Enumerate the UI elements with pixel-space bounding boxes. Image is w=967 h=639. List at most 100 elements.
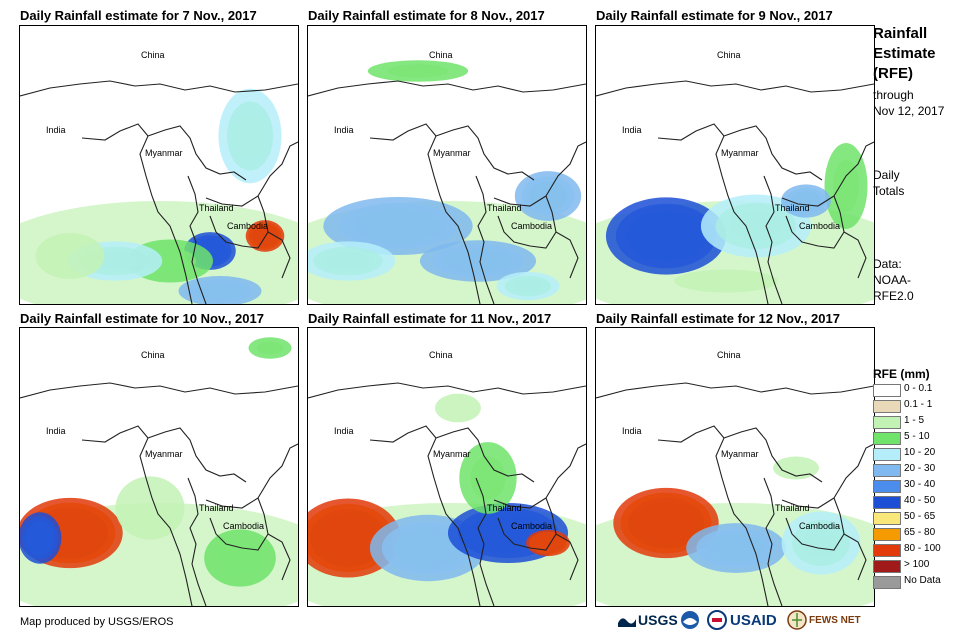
- label-china: China: [717, 350, 741, 360]
- country-border: [435, 125, 535, 181]
- label-china: China: [141, 50, 165, 60]
- totals-label: Totals: [873, 184, 905, 198]
- country-border: [833, 141, 874, 197]
- rainfall-area: [514, 171, 582, 221]
- fews-net-logo: FEWS NET: [787, 609, 861, 631]
- country-border: [369, 425, 481, 606]
- map-credit: Map produced by USGS/EROS: [20, 616, 174, 628]
- data-source: Data: NOAA- RFE2.0: [873, 256, 914, 304]
- label-myanmar: Myanmar: [145, 449, 183, 459]
- label-cambodia: Cambodia: [223, 521, 265, 531]
- fews-net-logo-text: FEWS NET: [809, 614, 861, 626]
- legend-label: > 100: [904, 559, 930, 570]
- legend-label: 50 - 65: [904, 511, 936, 522]
- label-myanmar: Myanmar: [433, 449, 471, 459]
- rainfall-map-3[interactable]: China India Myanmar Thailand Cambodia: [595, 25, 875, 305]
- usaid-seal-icon: [707, 610, 727, 630]
- country-border: [545, 443, 586, 499]
- legend-swatch: [873, 400, 901, 413]
- legend-swatch: [873, 512, 901, 525]
- legend-label: 10 - 20: [904, 447, 936, 458]
- label-thailand: Thailand: [775, 503, 810, 513]
- rainfall-area: [178, 276, 262, 304]
- rainfall-area: [218, 88, 282, 184]
- country-border: [267, 533, 291, 581]
- legend-label: 30 - 40: [904, 479, 936, 490]
- rainfall-area: [308, 241, 396, 281]
- rainfall-area: [526, 529, 570, 557]
- fews-net-globe-icon: [787, 610, 807, 630]
- label-thailand: Thailand: [199, 503, 234, 513]
- through-label: through: [873, 88, 914, 102]
- label-myanmar: Myanmar: [145, 148, 183, 158]
- country-border: [657, 123, 769, 304]
- country-border: [435, 427, 535, 483]
- country-border: [763, 477, 783, 606]
- label-india: India: [334, 426, 354, 436]
- rainfall-area: [435, 393, 481, 423]
- map-graphic: [308, 60, 586, 304]
- country-border: [267, 231, 291, 279]
- country-border: [147, 427, 247, 483]
- rainfall-area: [20, 512, 62, 564]
- legend-swatch: [873, 544, 901, 557]
- legend-swatch: [873, 384, 901, 397]
- legend-swatch: [873, 576, 901, 589]
- rainfall-area: [686, 523, 786, 573]
- rainfall-map-2[interactable]: China India Myanmar Thailand Cambodia: [307, 25, 587, 305]
- country-border: [596, 80, 874, 97]
- legend-swatch: [873, 416, 901, 429]
- country-border: [308, 382, 586, 399]
- rainfall-area: [674, 269, 778, 293]
- usaid-logo: USAID: [707, 609, 777, 631]
- rainfall-map-4[interactable]: China India Myanmar Thailand Cambodia: [19, 327, 299, 607]
- label-china: China: [717, 50, 741, 60]
- country-border: [257, 141, 298, 197]
- legend-label: 0.1 - 1: [904, 399, 933, 410]
- country-border: [555, 533, 579, 581]
- country-border: [369, 123, 481, 304]
- map-graphic: [20, 337, 298, 606]
- rainfall-area: [496, 271, 560, 301]
- rainfall-area: [248, 337, 292, 359]
- source-line-2: RFE2.0: [873, 289, 914, 303]
- usaid-logo-text: USAID: [730, 611, 777, 629]
- rainfall-map-5[interactable]: China India Myanmar Thailand Cambodia: [307, 327, 587, 607]
- country-border: [596, 382, 874, 399]
- country-border: [20, 382, 298, 399]
- through-date: Nov 12, 2017: [873, 104, 945, 118]
- daily-label: Daily: [873, 168, 900, 182]
- rainfall-area: [781, 184, 831, 218]
- country-border: [20, 80, 298, 97]
- label-thailand: Thailand: [487, 503, 522, 513]
- rainfall-map-1[interactable]: China India Myanmar Thailand Cambodia: [19, 25, 299, 305]
- panel-title-4: Daily Rainfall estimate for 10 Nov., 201…: [20, 311, 264, 326]
- rainfall-area: [367, 60, 469, 82]
- source-line-1: NOAA-: [873, 273, 912, 287]
- legend-label: 1 - 5: [904, 415, 925, 426]
- legend-label: 40 - 50: [904, 495, 936, 506]
- legend-label: 5 - 10: [904, 431, 930, 442]
- legend-label: 65 - 80: [904, 527, 936, 538]
- country-border: [555, 231, 579, 279]
- rainfall-area: [35, 233, 105, 279]
- legend-swatch: [873, 432, 901, 445]
- usgs-wave-icon: [618, 618, 636, 627]
- label-cambodia: Cambodia: [511, 221, 553, 231]
- period-text: Daily Totals: [873, 167, 904, 199]
- legend-swatch: [873, 496, 901, 509]
- label-china: China: [141, 350, 165, 360]
- country-border: [657, 425, 769, 606]
- data-label: Data:: [873, 257, 902, 271]
- country-border: [187, 477, 207, 606]
- label-thailand: Thailand: [775, 203, 810, 213]
- label-thailand: Thailand: [199, 203, 234, 213]
- label-myanmar: Myanmar: [433, 148, 471, 158]
- map-graphic: [596, 80, 874, 304]
- rainfall-area: [781, 511, 861, 575]
- noaa-emblem-icon: [681, 611, 699, 629]
- rainfall-map-6[interactable]: China India Myanmar Thailand Cambodia: [595, 327, 875, 607]
- label-china: China: [429, 50, 453, 60]
- label-cambodia: Cambodia: [799, 221, 841, 231]
- panel-title-5: Daily Rainfall estimate for 11 Nov., 201…: [308, 311, 552, 326]
